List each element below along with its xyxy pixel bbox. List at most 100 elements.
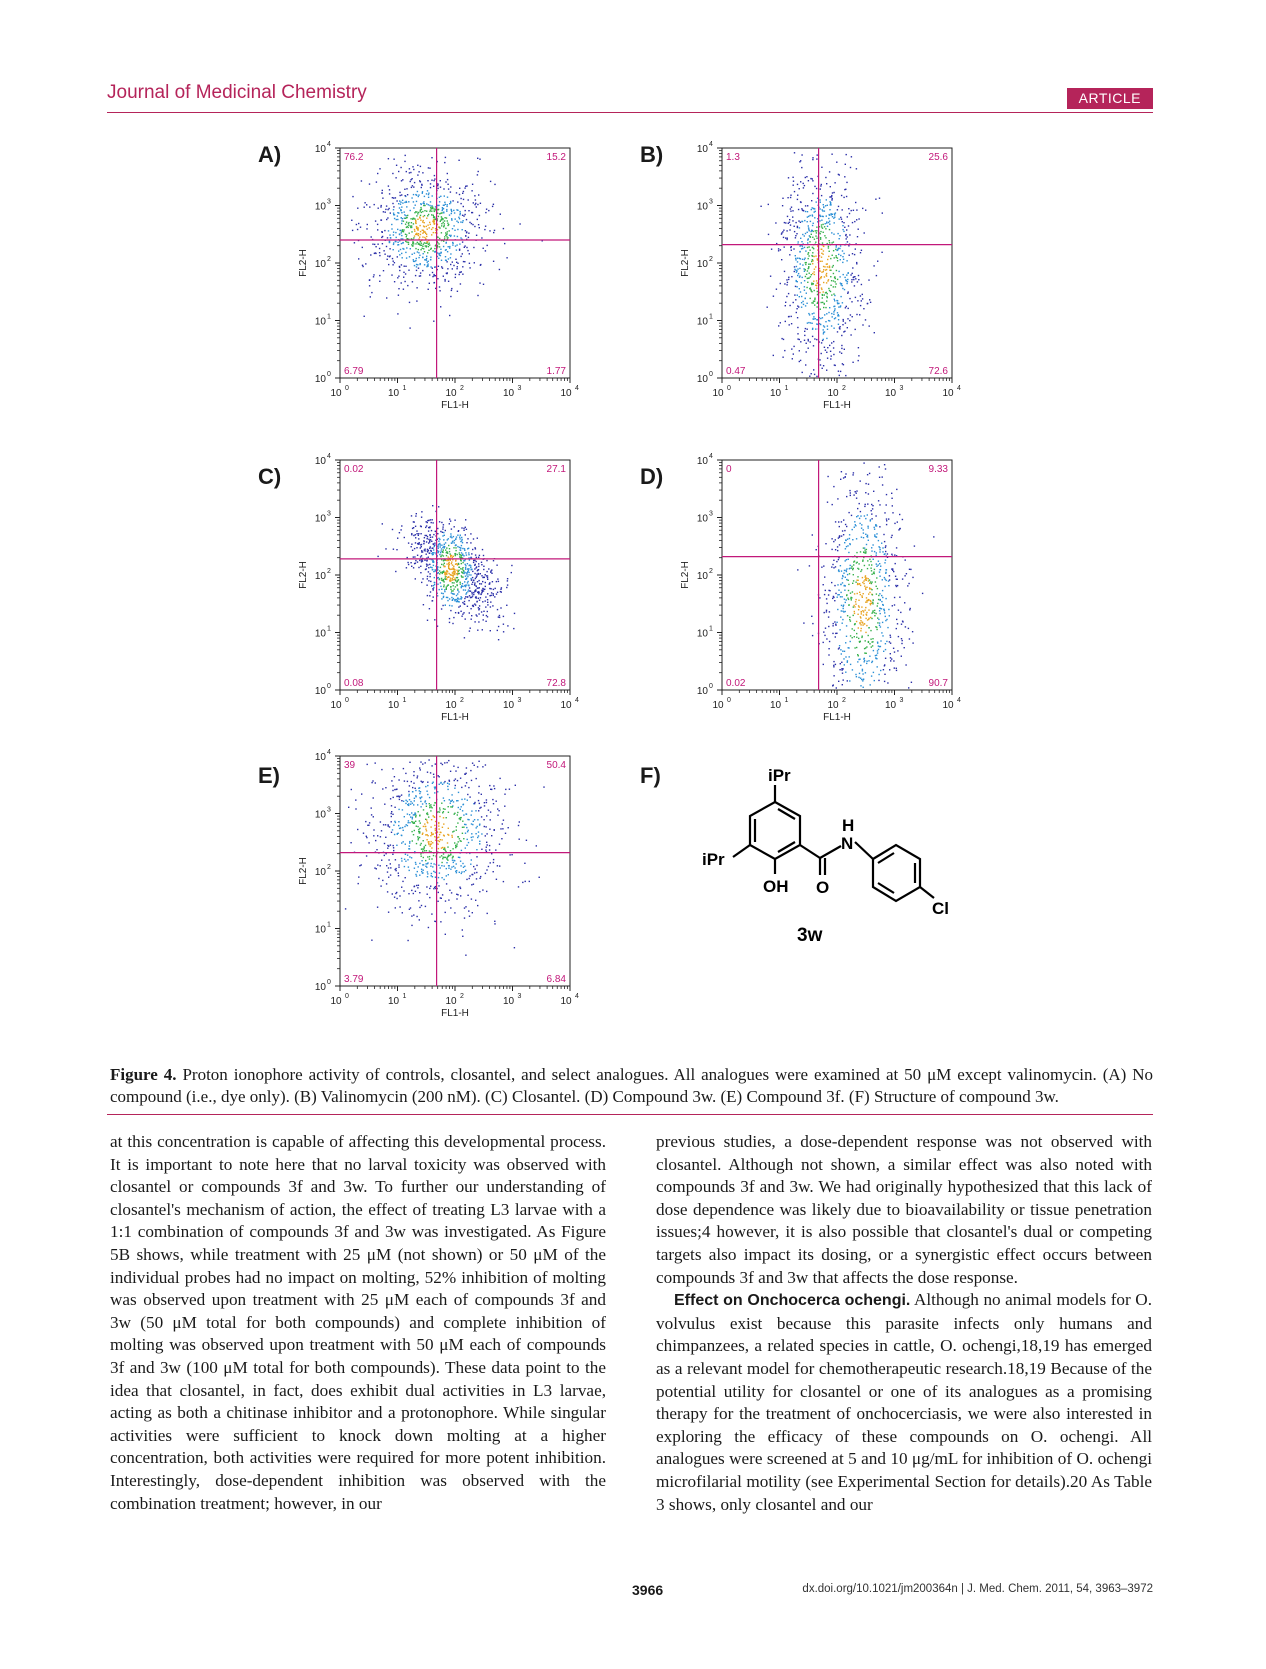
scatter-dot xyxy=(853,610,855,613)
scatter-dot xyxy=(482,554,485,557)
scatter-dot xyxy=(909,609,911,611)
scatter-dot xyxy=(457,766,459,769)
scatter-dot xyxy=(518,821,520,823)
scatter-dot xyxy=(434,763,436,765)
scatter-dot xyxy=(821,271,823,273)
scatter-dot xyxy=(466,542,468,544)
scatter-dot xyxy=(431,519,433,521)
scatter-dot xyxy=(438,243,440,245)
scatter-dot xyxy=(805,351,807,353)
scatter-dot xyxy=(444,762,446,764)
scatter-dot xyxy=(820,224,823,226)
scatter-dot xyxy=(867,493,870,495)
scatter-dot xyxy=(390,821,392,823)
scatter-dot xyxy=(420,555,423,557)
scatter-dot xyxy=(440,762,442,764)
scatter-dot xyxy=(361,264,364,266)
article-badge: ARTICLE xyxy=(1066,88,1153,109)
scatter-dot xyxy=(375,181,378,183)
scatter-dot xyxy=(881,476,883,478)
scatter-dot xyxy=(813,373,816,376)
scatter-dot xyxy=(408,256,411,258)
scatter-dot xyxy=(895,667,897,669)
scatter-dot xyxy=(858,502,860,505)
scatter-dot xyxy=(412,242,414,245)
scatter-dot xyxy=(791,358,793,360)
scatter-dot xyxy=(444,911,446,914)
scatter-dot xyxy=(831,312,833,315)
scatter-dot xyxy=(489,862,491,864)
scatter-dot xyxy=(398,288,400,290)
scatter-dot xyxy=(478,579,480,582)
scatter-dot xyxy=(397,218,399,221)
scatter-dot xyxy=(893,570,895,573)
scatter-dot xyxy=(410,222,413,224)
scatter-dot xyxy=(875,626,877,628)
scatter-dot xyxy=(441,531,444,533)
scatter-dot xyxy=(411,226,413,229)
scatter-dot xyxy=(357,882,359,885)
scatter-dot xyxy=(451,836,453,838)
scatter-dot xyxy=(460,255,462,258)
scatter-dot xyxy=(422,210,424,213)
scatter-dot xyxy=(847,292,849,294)
scatter-dot xyxy=(848,647,850,649)
scatter-dot xyxy=(446,570,448,573)
scatter-dot xyxy=(432,866,434,868)
scatter-dot xyxy=(481,564,483,566)
scatter-dot xyxy=(507,827,509,829)
scatter-dot xyxy=(844,576,846,578)
scatter-dot xyxy=(491,572,493,574)
scatter-dot xyxy=(433,185,435,187)
scatter-dot xyxy=(394,820,396,823)
scatter-dot xyxy=(825,543,827,545)
scatter-dot xyxy=(825,609,828,611)
scatter-dot xyxy=(454,229,456,231)
scatter-dot xyxy=(881,579,883,581)
scatter-dot xyxy=(828,240,830,242)
scatter-dot xyxy=(455,580,457,582)
scatter-dot xyxy=(825,263,828,265)
scatter-dot xyxy=(401,234,403,237)
scatter-dot xyxy=(411,889,413,892)
scatter-dot xyxy=(455,536,458,538)
scatter-dot xyxy=(428,855,431,858)
scatter-dot xyxy=(418,275,421,277)
scatter-dot xyxy=(863,661,865,663)
scatter-dot xyxy=(442,592,444,595)
scatter-dot xyxy=(442,524,445,526)
scatter-dot xyxy=(448,230,450,232)
scatter-dot xyxy=(439,815,441,818)
scatter-dot xyxy=(451,574,453,576)
scatter-dot xyxy=(463,600,466,603)
scatter-dot xyxy=(476,856,478,858)
scatter-dot xyxy=(414,556,416,558)
scatter-dot xyxy=(405,240,407,243)
scatter-dot xyxy=(391,223,393,226)
scatter-dot xyxy=(797,272,800,275)
scatter-dot xyxy=(831,153,833,155)
scatter-dot xyxy=(877,648,880,651)
scatter-dot xyxy=(400,242,403,245)
scatter-dot xyxy=(852,276,854,279)
scatter-dot xyxy=(397,228,399,231)
scatter-dot xyxy=(833,664,835,667)
scatter-dot xyxy=(468,568,470,570)
scatter-dot xyxy=(801,371,803,374)
scatter-dot xyxy=(457,530,460,532)
scatter-dot xyxy=(834,308,836,310)
scatter-dot xyxy=(829,186,831,188)
scatter-dot xyxy=(462,569,465,572)
scatter-dot xyxy=(804,327,807,330)
scatter-dot xyxy=(462,572,464,574)
scatter-dot xyxy=(423,543,425,545)
scatter-dot xyxy=(431,833,434,836)
scatter-dot xyxy=(385,205,388,207)
scatter-dot xyxy=(455,846,457,849)
scatter-dot xyxy=(459,212,461,215)
scatter-dot xyxy=(426,839,428,841)
scatter-dot xyxy=(468,585,470,587)
scatter-dot xyxy=(464,603,466,605)
scatter-dot xyxy=(419,767,421,769)
scatter-dot xyxy=(446,552,449,554)
